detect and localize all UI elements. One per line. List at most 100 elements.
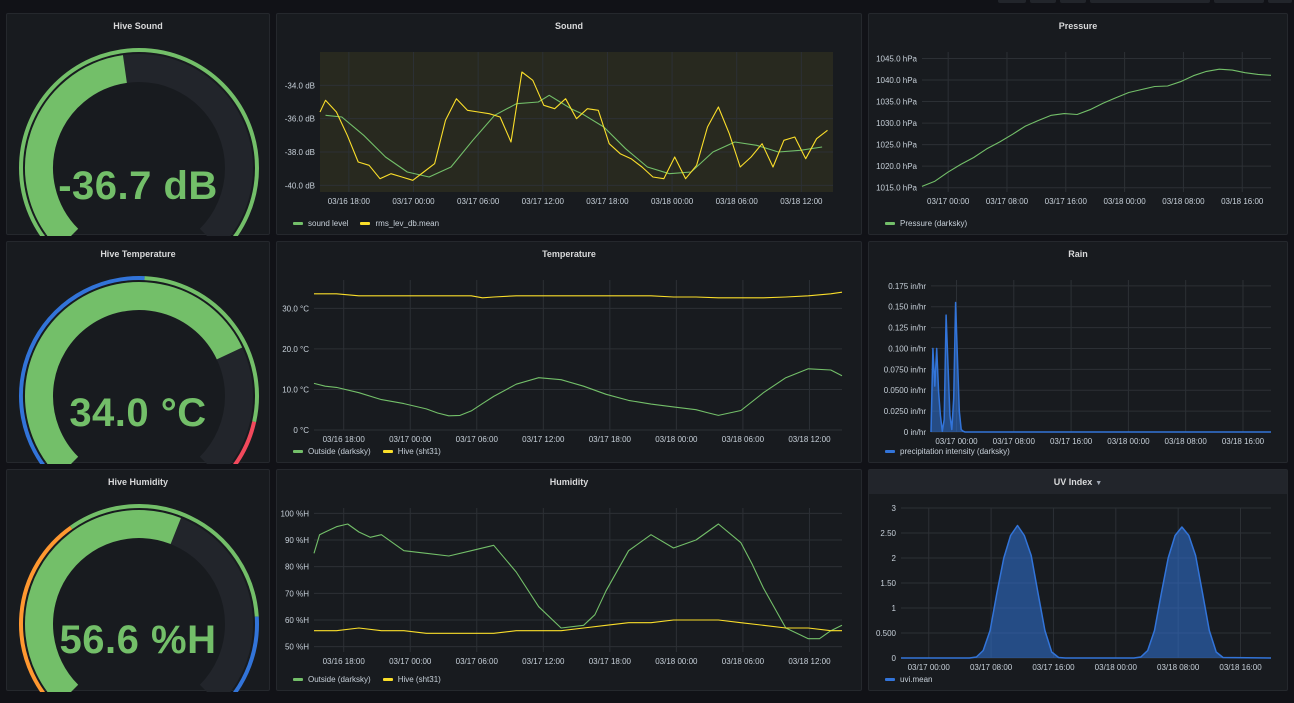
legend-item[interactable]: Hive (sht31) — [382, 675, 441, 684]
x-tick-label: 03/18 06:00 — [722, 435, 765, 444]
x-tick-label: 03/18 12:00 — [788, 657, 831, 666]
y-tick-label: 0.0250 in/hr — [884, 407, 927, 416]
legend-item[interactable]: Hive (sht31) — [382, 447, 441, 456]
legend: precipitation intensity (darksky) — [885, 447, 1010, 456]
x-tick-label: 03/18 00:00 — [1103, 197, 1146, 206]
hive-humidity-panel: Hive Humidity 56.6 %H — [6, 469, 270, 692]
toolbar-button[interactable] — [1060, 0, 1086, 3]
y-tick-label: 0.175 in/hr — [888, 282, 926, 291]
series-line — [930, 301, 1271, 433]
y-tick-label: 0.500 — [876, 629, 897, 638]
series-line — [319, 71, 828, 181]
hive-humidity-gauge — [19, 504, 259, 692]
series-area — [931, 302, 1271, 432]
gauge-threshold-segment — [232, 616, 259, 692]
y-tick-label: -40.0 dB — [285, 181, 315, 190]
legend-swatch — [885, 450, 895, 453]
x-tick-label: 03/18 12:00 — [780, 197, 823, 206]
legend-label: uvi.mean — [900, 675, 933, 684]
x-tick-label: 03/17 12:00 — [522, 435, 565, 444]
y-tick-label: 1025.0 hPa — [876, 141, 917, 150]
panel-title[interactable]: Humidity — [549, 477, 589, 487]
gauge-value: -36.7 dB — [58, 164, 218, 208]
legend-swatch — [382, 450, 393, 453]
x-tick-label: 03/17 00:00 — [389, 435, 432, 444]
y-tick-label: 1020.0 hPa — [876, 162, 917, 171]
legend-item[interactable]: precipitation intensity (darksky) — [885, 447, 1010, 456]
refresh-interval-button[interactable] — [1268, 0, 1292, 3]
x-tick-label: 03/18 16:00 — [1221, 197, 1264, 206]
y-tick-label: 70 %H — [285, 589, 309, 598]
top-toolbar — [0, 0, 1294, 8]
y-tick-label: 1 — [892, 604, 897, 613]
uv-index-chart[interactable]: 3 2.50 2 1.50 1 0.500 0 03/17 00:00 03/17 08:00 0… — [869, 470, 1289, 692]
panel-title[interactable]: Hive Sound — [113, 21, 163, 31]
rain-panel: Rain 0.175 in/hr 0.150 in/hr 0.125 in/hr 0.… — [868, 241, 1288, 463]
gauge-fill — [25, 55, 128, 236]
x-tick-label: 03/18 00:00 — [1095, 663, 1138, 672]
panel-title[interactable]: UV Index ▼ — [869, 470, 1287, 494]
legend-item[interactable]: Outside (darksky) — [293, 675, 371, 684]
series-line — [901, 524, 1272, 659]
panel-title[interactable]: Hive Temperature — [100, 249, 176, 259]
temperature-chart[interactable]: 30.0 °C 20.0 °C 10.0 °C 0 °C 03/16 18:00 03/1… — [277, 242, 863, 464]
series-line — [313, 523, 843, 640]
humidity-chart[interactable]: 100 %H 90 %H 80 %H 70 %H 60 %H 50 %H 03/16 18:… — [277, 470, 863, 692]
y-tick-label: 1040.0 hPa — [876, 76, 917, 85]
hive-temperature-gauge — [19, 276, 259, 464]
legend-item[interactable]: sound level — [293, 219, 348, 228]
legend-label: sound level — [308, 219, 349, 228]
legend: Outside (darksky) Hive (sht31) — [293, 675, 441, 684]
x-tick-label: 03/18 00:00 — [651, 197, 694, 206]
panel-title[interactable]: Temperature — [542, 249, 596, 259]
x-tick-label: 03/17 18:00 — [589, 435, 632, 444]
refresh-button[interactable] — [1214, 0, 1264, 3]
panel-title[interactable]: Rain — [1068, 249, 1088, 259]
legend: uvi.mean — [885, 675, 932, 684]
x-tick-label: 03/18 00:00 — [655, 657, 698, 666]
x-tick-label: 03/17 12:00 — [522, 197, 565, 206]
panel-title[interactable]: Sound — [555, 21, 583, 31]
hive-sound-panel: Hive Sound -36.7 dB — [6, 13, 270, 236]
y-tick-label: 2 — [892, 554, 897, 563]
legend-item[interactable]: rms_lev_db.mean — [360, 219, 439, 228]
series-line — [314, 619, 842, 634]
legend-label: Pressure (darksky) — [900, 219, 968, 228]
gauge-value: 56.6 %H — [59, 618, 217, 662]
rain-chart[interactable]: 0.175 in/hr 0.150 in/hr 0.125 in/hr 0.100 i… — [869, 242, 1289, 464]
x-tick-label: 03/18 00:00 — [655, 435, 698, 444]
hive-temperature-panel: Hive Temperature 34.0 °C — [6, 241, 270, 464]
y-tick-label: 1015.0 hPa — [876, 184, 917, 193]
x-tick-label: 03/17 18:00 — [586, 197, 629, 206]
y-tick-label: 10.0 °C — [282, 385, 309, 394]
x-tick-label: 03/17 08:00 — [970, 663, 1013, 672]
y-tick-label: 0 — [892, 654, 897, 663]
panel-title-text: UV Index — [1053, 477, 1093, 487]
x-tick-label: 03/17 00:00 — [927, 197, 970, 206]
legend-item[interactable]: Pressure (darksky) — [885, 219, 967, 228]
x-tick-label: 03/17 16:00 — [1032, 663, 1075, 672]
gauge-threshold-segment — [19, 48, 259, 236]
sound-chart[interactable]: -34.0 dB -36.0 dB -38.0 dB -40.0 dB 03/16 18… — [277, 14, 863, 236]
x-tick-label: 03/17 00:00 — [392, 197, 435, 206]
legend-item[interactable]: uvi.mean — [885, 675, 932, 684]
x-tick-label: 03/17 18:00 — [589, 657, 632, 666]
x-tick-label: 03/17 12:00 — [522, 657, 565, 666]
legend-swatch — [360, 222, 371, 225]
panel-title[interactable]: Hive Humidity — [107, 477, 168, 487]
y-tick-label: 60 %H — [285, 616, 309, 625]
panel-title[interactable]: Pressure — [1058, 21, 1098, 31]
toolbar-button[interactable] — [998, 0, 1026, 3]
legend-item[interactable]: Outside (darksky) — [293, 447, 371, 456]
panel-menu-chevron-icon[interactable]: ▼ — [1095, 480, 1103, 487]
sound-panel: Sound -34.0 dB -36.0 dB -38.0 dB -40.0 dB 03… — [276, 13, 862, 235]
x-tick-label: 03/17 08:00 — [993, 437, 1036, 446]
series-area — [901, 525, 1271, 658]
x-tick-label: 03/17 16:00 — [1045, 197, 1088, 206]
time-range-picker[interactable] — [1090, 0, 1210, 3]
legend: Outside (darksky) Hive (sht31) — [293, 447, 441, 456]
pressure-chart[interactable]: 1045.0 hPa 1040.0 hPa 1035.0 hPa 1030.0 hPa… — [869, 14, 1289, 236]
y-tick-label: 30.0 °C — [282, 304, 309, 313]
toolbar-button[interactable] — [1030, 0, 1056, 3]
legend-swatch — [293, 222, 303, 225]
